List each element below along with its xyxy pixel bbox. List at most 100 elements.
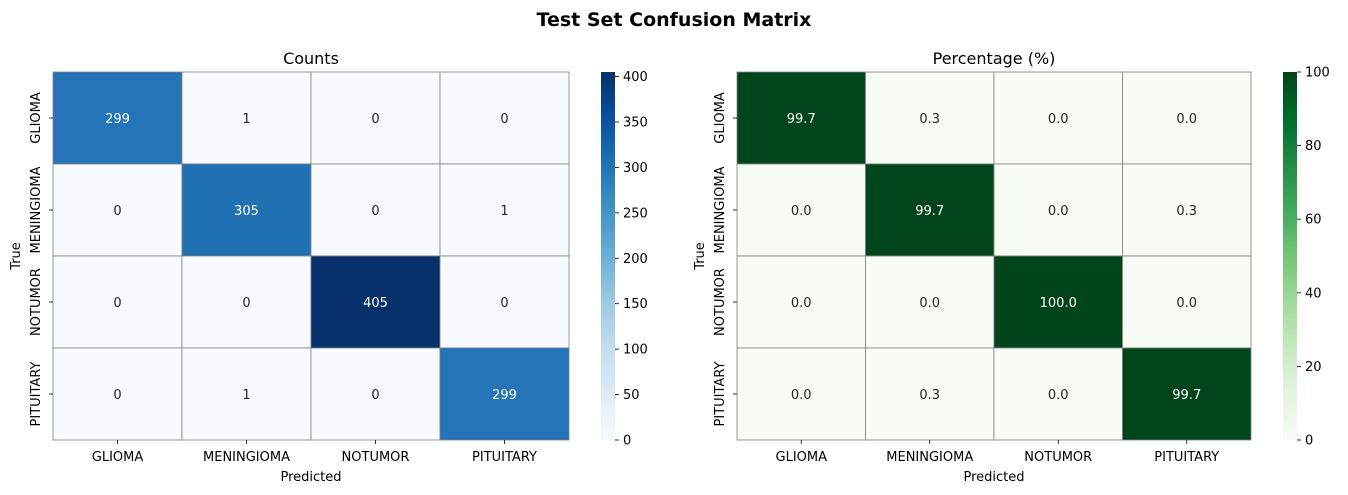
heatmap-cell (439, 255, 570, 349)
x-tick-label: MENINGIOMA (203, 450, 290, 465)
heatmap-cell (865, 255, 995, 349)
x-axis-label: Predicted (963, 470, 1024, 485)
cell-value-label: 299 (492, 388, 517, 403)
y-tick-label: MENINGIOMA (713, 166, 728, 253)
heatmap-cell (52, 163, 183, 257)
x-tick-label: MENINGIOMA (886, 450, 973, 465)
heatmap-cell (1122, 255, 1252, 349)
x-tick-label: NOTUMOR (1024, 450, 1092, 465)
colorbar-tick-label: 400 (623, 70, 648, 85)
cell-value-label: 1 (242, 388, 250, 403)
heatmap-cell (993, 347, 1123, 441)
x-axis-label: Predicted (280, 470, 341, 485)
cell-value-label: 100.0 (1040, 296, 1077, 311)
cell-value-label: 0 (113, 296, 121, 311)
cell-value-label: 0 (113, 388, 121, 403)
colorbar-tick-label: 100 (1305, 66, 1330, 81)
colorbar (1283, 72, 1297, 440)
colorbar-tick-label: 250 (623, 206, 648, 221)
cell-value-label: 0.0 (1048, 112, 1069, 127)
x-tick-label: PITUITARY (472, 450, 537, 465)
cell-value-label: 0.0 (1176, 112, 1197, 127)
colorbar-tick-label: 20 (1305, 360, 1322, 375)
cell-value-label: 299 (105, 112, 130, 127)
heatmap-cell (52, 347, 183, 441)
heatmap-cell (993, 255, 1123, 349)
cell-value-label: 0.3 (919, 112, 940, 127)
cell-value-label: 1 (500, 204, 508, 219)
colorbar-tick-label: 60 (1305, 213, 1322, 228)
colorbar (601, 72, 615, 440)
heatmap-panel-2: 99.7 0.3 0.0 0.0 0.0 99.7 0.0 0.3 0.0 0.0 100.0 0.0… (693, 49, 1330, 485)
x-tick-label: PITUITARY (1154, 450, 1219, 465)
colorbar-tick-label: 200 (623, 252, 648, 267)
cell-value-label: 0.0 (791, 388, 812, 403)
cell-value-label: 99.7 (1172, 388, 1201, 403)
figure-title: Test Set Confusion Matrix (537, 9, 812, 31)
heatmap-cell (736, 347, 866, 441)
heatmap-cell (439, 347, 570, 441)
cell-value-label: 0.0 (791, 204, 812, 219)
heatmap-cell (52, 71, 183, 165)
cell-value-label: 0 (371, 112, 379, 127)
cell-value-label: 0 (371, 388, 379, 403)
cell-value-label: 0.0 (1176, 296, 1197, 311)
x-tick-label: GLIOMA (776, 450, 828, 465)
colorbar-tick-label: 350 (623, 115, 648, 130)
heatmap-cell (865, 347, 995, 441)
cell-value-label: 0 (500, 296, 508, 311)
panel-title: Percentage (%) (933, 49, 1056, 68)
y-tick-label: MENINGIOMA (29, 166, 44, 253)
x-tick-label: NOTUMOR (342, 450, 410, 465)
colorbar-tick-label: 100 (623, 343, 648, 358)
heatmap-cell (181, 71, 312, 165)
colorbar-tick-label: 150 (623, 297, 648, 312)
heatmap-cell (181, 255, 312, 349)
y-tick-label: PITUITARY (29, 361, 44, 426)
colorbar-tick-label: 50 (623, 388, 640, 403)
heatmap-cell (181, 163, 312, 257)
heatmap-cell (736, 163, 866, 257)
cell-value-label: 0.3 (1176, 204, 1197, 219)
y-tick-label: GLIOMA (713, 92, 728, 144)
heatmap-cell (865, 163, 995, 257)
heatmap-cell (310, 71, 441, 165)
heatmap-cell (993, 71, 1123, 165)
heatmap-cell (1122, 163, 1252, 257)
colorbar-tick-label: 80 (1305, 139, 1322, 154)
colorbar-tick-label: 300 (623, 161, 648, 176)
heatmap-cell (736, 255, 866, 349)
cell-value-label: 0 (113, 204, 121, 219)
heatmap-cell (181, 347, 312, 441)
cell-value-label: 0 (242, 296, 250, 311)
cell-value-label: 1 (242, 112, 250, 127)
colorbar-tick-label: 40 (1305, 286, 1322, 301)
y-axis-label: True (9, 242, 24, 271)
colorbar-tick-label: 0 (1305, 434, 1313, 449)
cell-value-label: 0.0 (1048, 388, 1069, 403)
heatmap-cell (736, 71, 866, 165)
heatmap-cell (1122, 71, 1252, 165)
cell-value-label: 305 (234, 204, 259, 219)
y-tick-label: NOTUMOR (713, 268, 728, 336)
heatmap-cell (439, 71, 570, 165)
cell-value-label: 0.0 (791, 296, 812, 311)
colorbar-tick-label: 0 (623, 434, 631, 449)
cell-value-label: 99.7 (915, 204, 944, 219)
y-tick-label: NOTUMOR (29, 268, 44, 336)
heatmap-cell (993, 163, 1123, 257)
heatmap-cell (439, 163, 570, 257)
y-tick-label: GLIOMA (29, 92, 44, 144)
cell-value-label: 0.3 (919, 388, 940, 403)
y-axis-label: True (693, 242, 708, 271)
cell-value-label: 0 (371, 204, 379, 219)
heatmap-cell (1122, 347, 1252, 441)
cell-value-label: 0 (500, 112, 508, 127)
y-tick-label: PITUITARY (713, 361, 728, 426)
cell-value-label: 0.0 (919, 296, 940, 311)
cell-value-label: 405 (363, 296, 388, 311)
